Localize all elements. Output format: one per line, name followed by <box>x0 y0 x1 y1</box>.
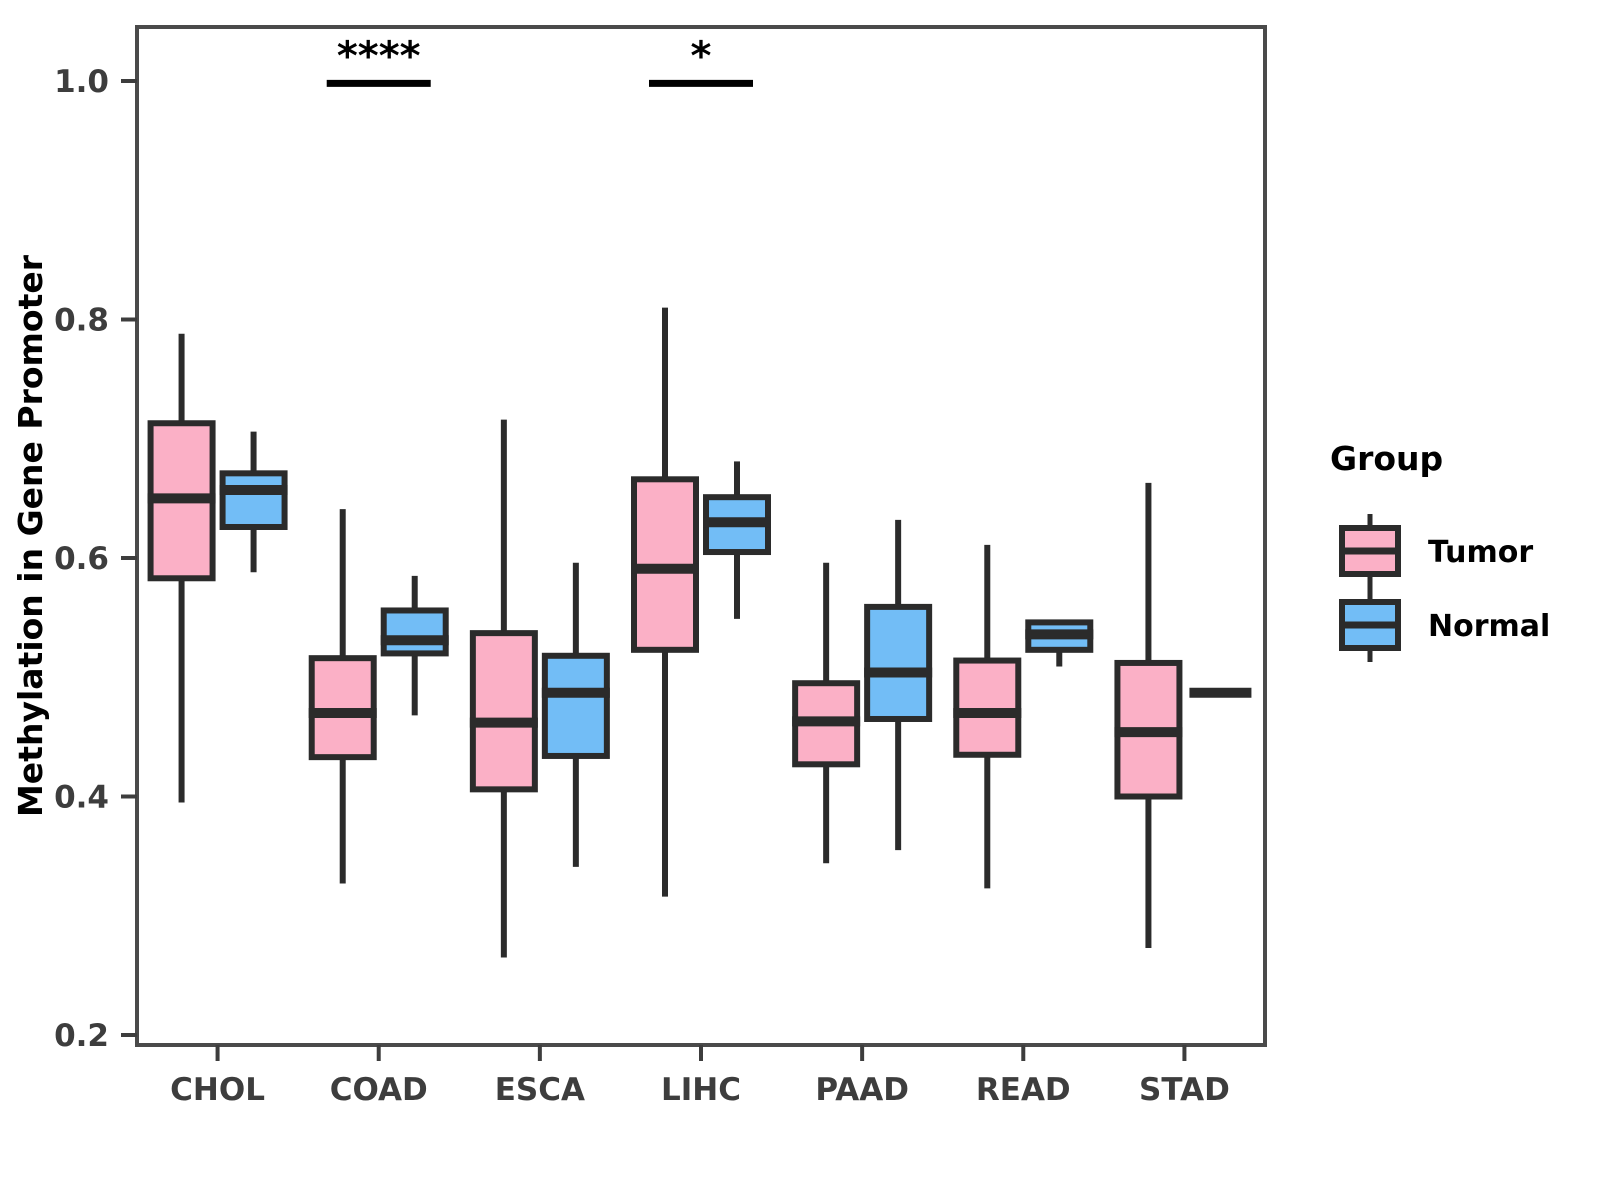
x-tick-label-lihc: LIHC <box>661 1072 741 1108</box>
boxplot-tumor-chol <box>147 333 216 803</box>
boxplot-tumor-esca <box>469 419 538 958</box>
boxplot-normal-lihc <box>703 461 771 619</box>
significance-label-coad: **** <box>337 33 421 79</box>
box-body <box>541 652 610 759</box>
box-body <box>953 657 1022 758</box>
boxplot-normal-coad <box>380 575 449 716</box>
y-tick-label: 0.6 <box>54 541 109 577</box>
boxplot-tumor-stad <box>1114 482 1183 948</box>
box-body <box>219 470 288 530</box>
boxplot-tumor-read <box>953 544 1022 889</box>
legend-item-tumor[interactable]: Tumor <box>1339 514 1533 588</box>
y-axis-ticks: 0.2 0.4 0.6 0.8 1.0 <box>54 64 137 1054</box>
boxplot-tumor-coad <box>308 509 377 884</box>
boxplot-normal-chol <box>219 431 288 573</box>
legend-label-tumor: Tumor <box>1428 535 1533 570</box>
legend-title: Group <box>1330 439 1443 478</box>
y-tick-label: 0.4 <box>54 780 109 816</box>
boxplot-tumor-paad <box>792 562 861 864</box>
boxplot-normal-paad <box>864 519 933 851</box>
significance-label-lihc: * <box>691 33 712 79</box>
legend: Group Tumor Normal <box>1330 439 1550 662</box>
x-tick-label-paad: PAAD <box>815 1072 909 1108</box>
boxplot-tumor-lihc <box>631 307 699 897</box>
box-body <box>864 603 933 722</box>
y-tick-label: 0.8 <box>54 303 109 339</box>
x-axis-ticks: CHOL COAD ESCA LIHC PAAD READ STAD <box>170 1045 1230 1108</box>
x-tick-label-esca: ESCA <box>495 1072 585 1108</box>
y-tick-label: 0.2 <box>54 1018 109 1054</box>
significance-annotations: **** * <box>326 33 753 87</box>
box-body <box>308 655 377 761</box>
boxplot-normal-read <box>1025 619 1094 667</box>
y-tick-label: 1.0 <box>54 64 109 100</box>
x-tick-label-chol: CHOL <box>170 1072 265 1108</box>
x-tick-label-stad: STAD <box>1139 1072 1230 1108</box>
legend-label-normal: Normal <box>1428 609 1550 644</box>
box-body <box>380 607 449 657</box>
boxplot-normal-esca <box>541 562 610 867</box>
box-body <box>469 630 538 793</box>
x-tick-label-read: READ <box>976 1072 1071 1108</box>
x-tick-label-coad: COAD <box>330 1072 428 1108</box>
y-axis-title: Methylation in Gene Promoter <box>11 254 50 817</box>
legend-item-normal[interactable]: Normal <box>1339 588 1550 662</box>
boxplot-series-layer <box>147 307 1252 958</box>
